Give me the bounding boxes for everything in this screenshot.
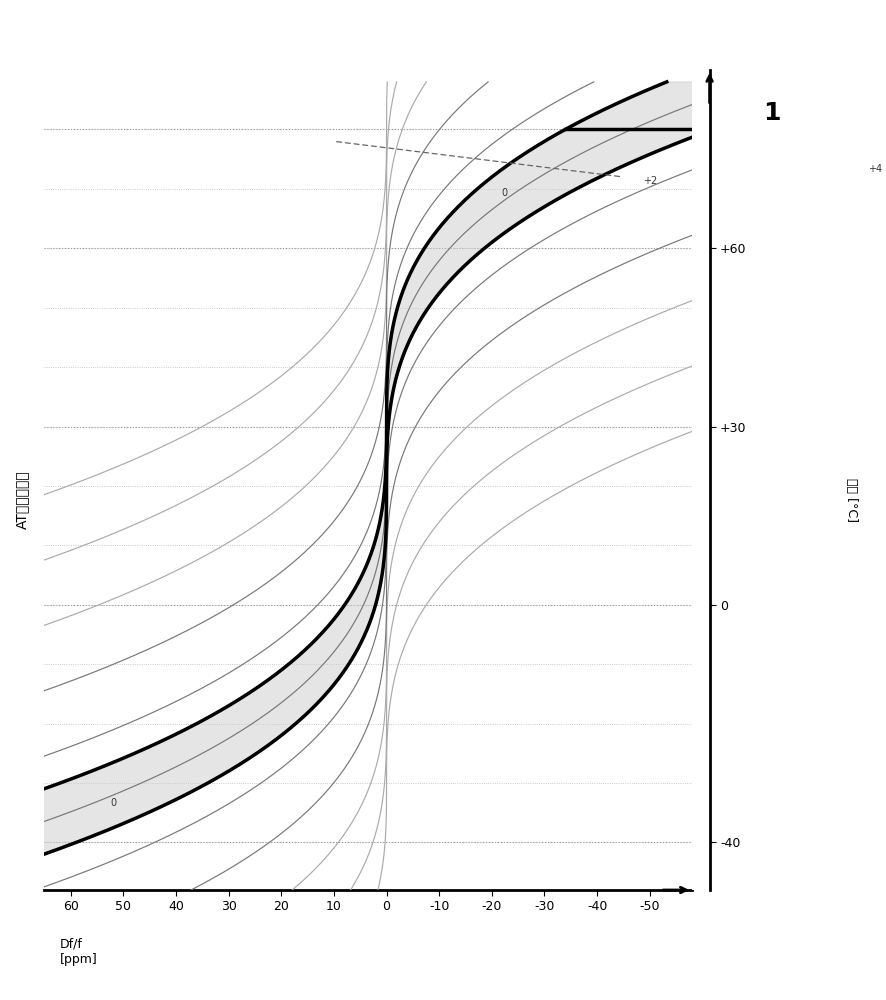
- Text: +4: +4: [867, 164, 882, 174]
- Text: 0: 0: [501, 188, 507, 198]
- Text: 0: 0: [110, 798, 116, 808]
- Text: 1: 1: [762, 101, 780, 125]
- Text: 温度 [°C]: 温度 [°C]: [844, 478, 857, 522]
- Text: +2: +2: [642, 176, 657, 186]
- Text: AT切割的角度: AT切割的角度: [15, 471, 29, 529]
- Text: Df/f
[ppm]: Df/f [ppm]: [60, 938, 97, 966]
